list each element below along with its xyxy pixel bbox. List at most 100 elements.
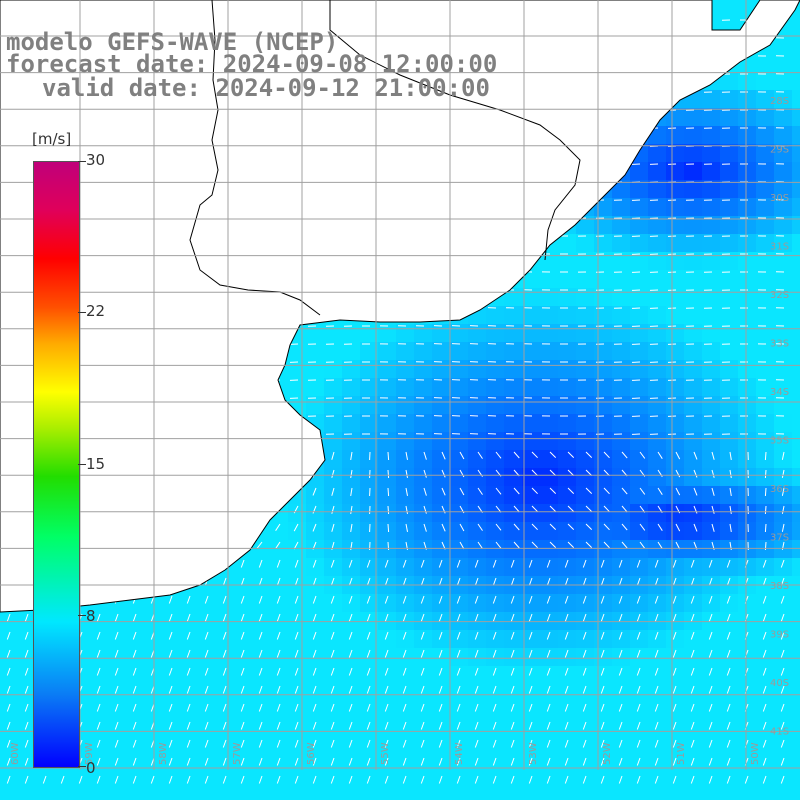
wind-arrow (492, 667, 497, 676)
wind-arrow (492, 703, 497, 712)
wind-arrow (456, 577, 461, 586)
wind-arrow (726, 739, 731, 748)
wind-arrow (276, 631, 281, 640)
wind-arrow (492, 613, 497, 622)
wind-arrow (420, 559, 425, 568)
wind-arrow (186, 703, 191, 712)
latitude-label: 37S (770, 533, 789, 544)
wind-arrow (657, 451, 663, 459)
wind-arrow (492, 649, 497, 658)
wind-arrow (348, 703, 353, 712)
wind-arrow (781, 451, 785, 460)
wind-arrow (60, 775, 65, 784)
wind-arrow (293, 523, 299, 532)
wind-arrow (780, 757, 785, 766)
wind-arrow (186, 613, 191, 622)
wind-arrow (528, 703, 533, 712)
wind-arrow (690, 649, 695, 658)
wind-arrow (456, 757, 461, 766)
wind-arrow (258, 667, 263, 676)
wind-arrow (564, 595, 569, 604)
wind-arrow (384, 631, 389, 640)
wind-arrow (276, 613, 281, 622)
wind-arrow (186, 739, 191, 748)
wind-arrow (384, 775, 389, 784)
wind-arrow (672, 631, 677, 640)
wind-arrow (204, 631, 209, 640)
wind-arrow (276, 667, 281, 676)
wind-arrow (459, 487, 465, 496)
wind-arrow (24, 667, 29, 676)
wind-arrow (675, 523, 681, 532)
wind-arrow (762, 649, 767, 658)
wind-arrow (312, 595, 317, 604)
model-title: modelo GEFS-WAVE (NCEP) (6, 28, 339, 56)
wind-arrow (546, 595, 551, 604)
wind-arrow (150, 775, 155, 784)
wind-arrow (531, 451, 538, 459)
wind-arrow (726, 577, 731, 586)
wind-arrow (780, 595, 785, 604)
wind-arrow (492, 775, 497, 784)
wind-arrow (729, 487, 732, 496)
wind-arrow (690, 577, 695, 586)
wind-arrow (402, 577, 407, 586)
wind-arrow (510, 667, 515, 676)
wind-arrow (531, 523, 538, 531)
wind-arrow (780, 577, 785, 586)
wind-arrow (204, 649, 209, 658)
land-mass (0, 0, 800, 613)
latitude-label: 31S (770, 242, 789, 253)
wind-arrow (585, 469, 593, 476)
wind-arrow (510, 631, 515, 640)
wind-arrow (474, 667, 479, 676)
wind-arrow (402, 649, 407, 658)
wind-arrow (546, 577, 551, 586)
wind-arrow (96, 739, 101, 748)
wind-arrow (312, 523, 317, 532)
wind-arrow (600, 775, 605, 784)
wind-arrow (762, 775, 767, 784)
wind-arrow (350, 523, 353, 532)
wind-arrow (672, 757, 677, 766)
wind-arrow (331, 451, 335, 460)
wind-arrow (600, 703, 605, 712)
longitude-label: 60W (10, 742, 21, 765)
wind-arrow (366, 685, 371, 694)
wind-arrow (132, 721, 137, 730)
wind-arrow (672, 667, 677, 676)
wind-arrow (132, 703, 137, 712)
wind-arrow (513, 451, 520, 459)
wind-arrow (690, 667, 695, 676)
wind-arrow (600, 649, 605, 658)
wind-arrow (420, 703, 425, 712)
wind-arrow (402, 631, 407, 640)
wind-arrow (240, 739, 245, 748)
wind-arrow (456, 595, 461, 604)
colorbar-tick-30: 30 (86, 151, 106, 169)
wind-arrow (276, 649, 281, 658)
wind-arrow (387, 487, 390, 497)
wind-arrow (132, 613, 137, 622)
wind-arrow (762, 631, 767, 640)
wind-arrow (726, 667, 731, 676)
wind-arrow (564, 721, 569, 730)
wind-arrow (222, 739, 227, 748)
wind-arrow (96, 685, 101, 694)
wind-arrow (258, 631, 263, 640)
colorbar-tick-mark (78, 615, 86, 616)
wind-arrow (258, 649, 263, 658)
wind-arrow (495, 505, 502, 513)
wind-arrow (330, 685, 335, 694)
wind-arrow (693, 487, 698, 496)
wind-arrow (546, 721, 551, 730)
wind-arrow (654, 631, 659, 640)
colorbar-tick-22: 22 (86, 302, 106, 320)
wind-arrow (24, 649, 29, 658)
wind-arrow (603, 487, 610, 495)
colorbar-tick-15: 15 (86, 455, 106, 473)
wind-arrow (780, 775, 785, 784)
wind-arrow (762, 721, 767, 730)
wind-arrow (582, 685, 587, 694)
wind-arrow (600, 595, 605, 604)
